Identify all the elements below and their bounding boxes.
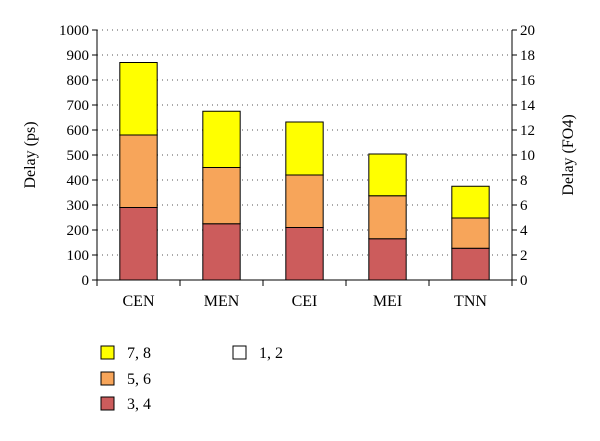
y-tick-label: 700 xyxy=(67,98,90,114)
bar-segment-mei xyxy=(368,195,407,240)
y-tick-label: 400 xyxy=(67,173,90,189)
legend-label: 1, 2 xyxy=(259,345,283,362)
y-axis-left-ticks: 0 100 200 300 400 500 600 700 800 900 1000 xyxy=(59,23,97,289)
y2-tick-label: 16 xyxy=(520,73,536,89)
y2-tick-label: 4 xyxy=(520,223,528,239)
y-tick-label: 800 xyxy=(67,73,90,89)
y-tick-label: 600 xyxy=(67,123,90,139)
y-tick-label: 200 xyxy=(67,223,90,239)
legend-swatch xyxy=(100,345,115,360)
bar-segment-mei xyxy=(368,153,407,197)
legend: 7, 8 5, 6 3, 4 1, 2 xyxy=(100,345,283,413)
legend-swatch xyxy=(232,345,247,360)
x-tick-label: TNN xyxy=(454,293,487,310)
bar-segment-tnn xyxy=(451,217,490,249)
y2-tick-label: 8 xyxy=(520,173,528,189)
legend-label: 7, 8 xyxy=(127,345,151,362)
bar-segment-men xyxy=(202,223,241,281)
legend-swatch xyxy=(100,371,115,386)
bar-segment-men xyxy=(202,110,241,168)
y2-tick-label: 12 xyxy=(520,123,535,139)
x-axis-ticks: CEN MEN CEI MEI TNN xyxy=(96,280,513,310)
y-tick-label: 300 xyxy=(67,198,90,214)
bar-segment-cen xyxy=(119,207,158,281)
y2-tick-label: 20 xyxy=(520,23,535,39)
bar-segment-cei xyxy=(285,121,324,176)
y-tick-label: 900 xyxy=(67,48,90,64)
bar-segment-men xyxy=(202,167,241,225)
y-tick-label: 1000 xyxy=(59,23,89,39)
bar-segment-cen xyxy=(119,134,158,208)
y2-tick-label: 14 xyxy=(520,98,536,114)
y2-tick-label: 10 xyxy=(520,148,535,164)
y2-tick-label: 2 xyxy=(520,248,528,264)
y-tick-label: 100 xyxy=(67,248,90,264)
bar-segment-cen xyxy=(119,62,158,136)
bar-segment-cei xyxy=(285,227,324,281)
y2-tick-label: 0 xyxy=(520,273,528,289)
y2-tick-label: 18 xyxy=(520,48,535,64)
y-tick-label: 500 xyxy=(67,148,90,164)
y2-tick-label: 6 xyxy=(520,198,528,214)
legend-label: 3, 4 xyxy=(127,396,151,413)
legend-swatch xyxy=(100,396,115,411)
bar-segment-cei xyxy=(285,174,324,228)
y-axis-right-ticks: 0 2 4 6 8 10 12 14 16 18 20 xyxy=(512,23,536,289)
bar-segment-mei xyxy=(368,238,407,281)
x-tick-label: MEI xyxy=(373,293,402,310)
bars xyxy=(119,62,490,281)
x-tick-label: CEN xyxy=(123,293,155,310)
x-tick-label: CEI xyxy=(292,293,318,310)
bar-segment-tnn xyxy=(451,247,490,281)
x-tick-label: MEN xyxy=(204,293,240,310)
bar-segment-tnn xyxy=(451,185,490,219)
legend-label: 5, 6 xyxy=(127,371,151,388)
y-axis-left-label: Delay (ps) xyxy=(22,121,39,188)
y-axis-right-label: Delay (FO4) xyxy=(560,114,577,195)
gridlines xyxy=(97,29,512,256)
y-tick-label: 0 xyxy=(82,273,90,289)
